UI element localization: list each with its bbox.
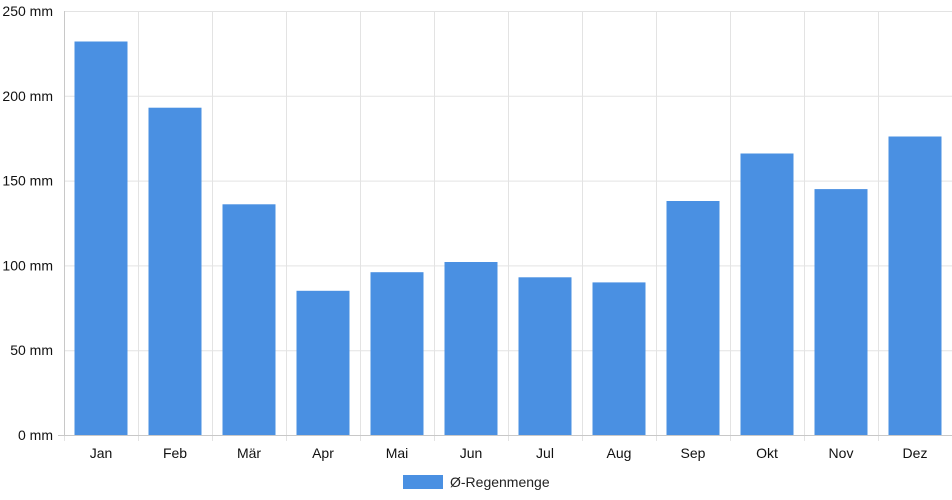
x-tick-label: Jan — [90, 445, 113, 461]
axes — [58, 11, 952, 436]
bar-jan[interactable] — [74, 41, 128, 436]
legend-swatch[interactable] — [403, 475, 443, 489]
bar-aug[interactable] — [592, 282, 646, 435]
bar-jul[interactable] — [518, 277, 572, 435]
x-tick-label: Aug — [607, 445, 632, 461]
y-tick-label: 50 mm — [10, 342, 53, 358]
bar-apr[interactable] — [296, 290, 350, 435]
bar-mär[interactable] — [222, 204, 276, 435]
x-tick-label: Nov — [829, 445, 854, 461]
y-tick-label: 200 mm — [2, 88, 53, 104]
x-axis-tick-labels: Jan Feb Mär Apr Mai Jun Jul Aug Sep Okt Nov Dez — [90, 445, 928, 461]
bar-okt[interactable] — [740, 153, 794, 436]
y-tick-label: 100 mm — [2, 257, 53, 273]
x-tick-label: Apr — [312, 445, 334, 461]
bar-dez[interactable] — [888, 136, 942, 436]
x-tick-label: Jul — [536, 445, 554, 461]
x-tick-label: Feb — [163, 445, 187, 461]
bar-mai[interactable] — [370, 272, 424, 435]
x-tick-label: Dez — [903, 445, 928, 461]
y-tick-label: 250 mm — [2, 3, 53, 19]
legend-label[interactable]: Ø-Regenmenge — [450, 474, 550, 490]
x-tick-label: Okt — [756, 445, 778, 461]
x-tick-label: Sep — [681, 445, 706, 461]
x-tick-label: Mär — [237, 445, 261, 461]
y-tick-label: 150 mm — [2, 173, 53, 189]
bar-jun[interactable] — [444, 262, 498, 435]
y-tick-label: 0 mm — [18, 427, 53, 443]
x-tick-label: Mai — [386, 445, 409, 461]
bar-sep[interactable] — [666, 201, 720, 435]
grid-lines — [64, 11, 952, 441]
bars — [74, 41, 942, 436]
y-axis-tick-labels: 0 mm 50 mm 100 mm 150 mm 200 mm 250 mm — [2, 3, 53, 443]
bar-feb[interactable] — [148, 107, 202, 435]
x-tick-label: Jun — [460, 445, 483, 461]
legend[interactable]: Ø-Regenmenge — [403, 474, 550, 490]
bar-nov[interactable] — [814, 189, 868, 435]
